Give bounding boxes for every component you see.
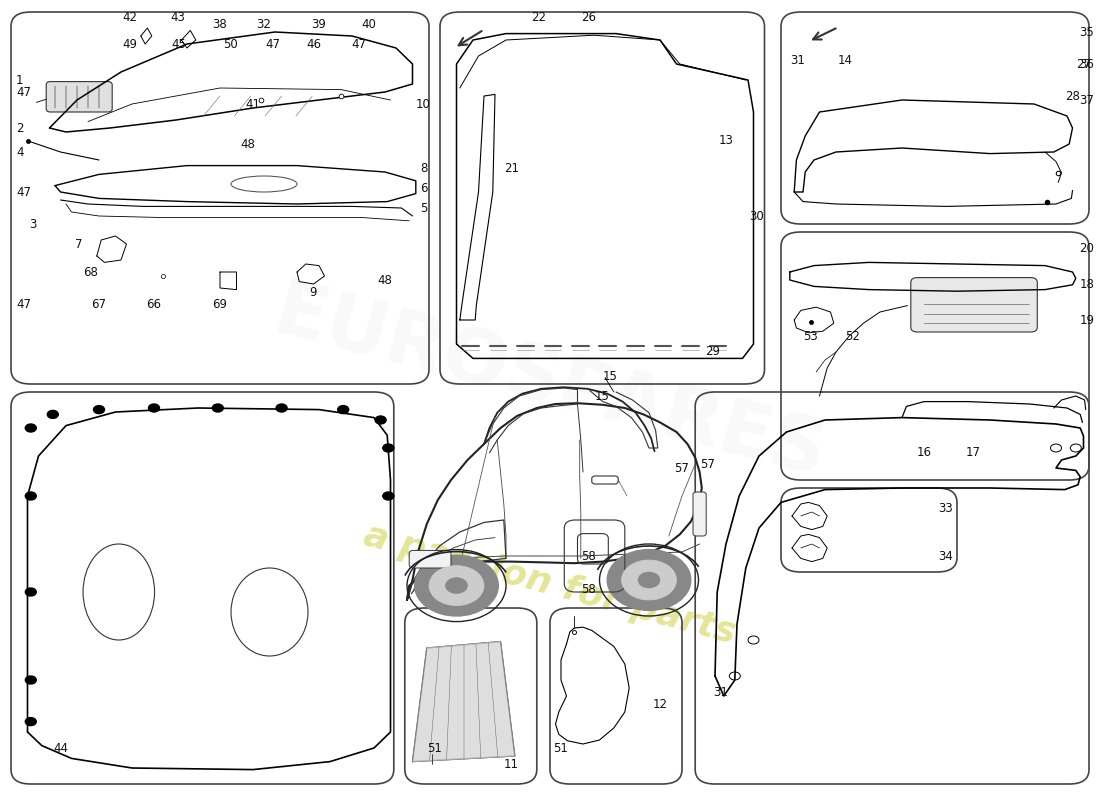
Text: 69: 69 <box>212 298 228 310</box>
Text: 53: 53 <box>803 330 818 342</box>
Text: 20: 20 <box>1079 242 1094 254</box>
Text: 12: 12 <box>652 698 668 710</box>
Circle shape <box>25 424 36 432</box>
Text: 34: 34 <box>938 550 954 562</box>
Text: 3: 3 <box>30 218 36 230</box>
Circle shape <box>276 404 287 412</box>
Text: 8: 8 <box>420 162 427 174</box>
Text: 47: 47 <box>16 298 32 310</box>
Circle shape <box>25 718 36 726</box>
Text: 51: 51 <box>553 742 569 754</box>
Text: 48: 48 <box>377 274 393 286</box>
Circle shape <box>607 550 691 610</box>
Text: 21: 21 <box>504 162 519 174</box>
Text: 7: 7 <box>76 238 82 250</box>
Text: 6: 6 <box>420 182 427 194</box>
Text: 51: 51 <box>427 742 442 754</box>
Text: 4: 4 <box>16 146 23 158</box>
Text: 29: 29 <box>705 346 720 358</box>
Text: 47: 47 <box>16 86 32 98</box>
Circle shape <box>25 588 36 596</box>
Text: 35: 35 <box>1079 26 1094 38</box>
Text: 57: 57 <box>700 458 715 470</box>
Text: 41: 41 <box>245 98 261 110</box>
Circle shape <box>338 406 349 414</box>
Text: 58: 58 <box>581 550 596 562</box>
Text: 16: 16 <box>916 446 932 458</box>
Text: 15: 15 <box>603 370 618 382</box>
Text: 68: 68 <box>82 266 98 278</box>
Text: 2: 2 <box>16 122 23 134</box>
Text: 30: 30 <box>749 210 764 222</box>
Text: 45: 45 <box>172 38 187 50</box>
Text: 10: 10 <box>416 98 431 110</box>
Text: 31: 31 <box>713 686 728 698</box>
Text: 32: 32 <box>256 18 272 30</box>
Text: 22: 22 <box>531 11 547 24</box>
Circle shape <box>25 676 36 684</box>
Polygon shape <box>412 642 515 762</box>
Text: 46: 46 <box>306 38 321 50</box>
Text: 67: 67 <box>91 298 107 310</box>
Text: 17: 17 <box>966 446 981 458</box>
Text: 5: 5 <box>420 202 427 214</box>
Text: 58: 58 <box>581 583 596 596</box>
FancyBboxPatch shape <box>46 82 112 112</box>
Text: 40: 40 <box>361 18 376 30</box>
Text: 43: 43 <box>170 11 186 24</box>
Text: 38: 38 <box>212 18 228 30</box>
Text: 48: 48 <box>240 138 255 150</box>
Circle shape <box>375 416 386 424</box>
Circle shape <box>383 492 394 500</box>
Text: 66: 66 <box>146 298 162 310</box>
Circle shape <box>383 444 394 452</box>
Text: 47: 47 <box>351 38 366 50</box>
Text: 50: 50 <box>223 38 239 50</box>
Text: 11: 11 <box>504 758 519 770</box>
Text: 14: 14 <box>837 54 852 66</box>
FancyBboxPatch shape <box>409 550 451 568</box>
Text: a passion for parts: a passion for parts <box>360 518 740 650</box>
Text: 52: 52 <box>845 330 860 342</box>
Circle shape <box>94 406 104 414</box>
Circle shape <box>212 404 223 412</box>
Text: 33: 33 <box>938 502 954 514</box>
Circle shape <box>621 560 676 600</box>
Text: 31: 31 <box>790 54 805 66</box>
Text: 18: 18 <box>1079 278 1094 290</box>
Text: 13: 13 <box>718 134 734 146</box>
Text: 49: 49 <box>122 38 138 50</box>
Text: EUROSPARES: EUROSPARES <box>266 275 834 493</box>
FancyBboxPatch shape <box>911 278 1037 332</box>
Text: 39: 39 <box>311 18 327 30</box>
Text: 57: 57 <box>674 462 690 474</box>
Text: 9: 9 <box>310 286 317 298</box>
Text: 19: 19 <box>1079 314 1094 326</box>
Text: 15: 15 <box>594 390 609 402</box>
Circle shape <box>148 404 159 412</box>
Circle shape <box>638 572 660 588</box>
Text: 47: 47 <box>265 38 280 50</box>
Text: 44: 44 <box>53 742 68 754</box>
Circle shape <box>429 566 484 606</box>
Text: 37: 37 <box>1079 94 1094 106</box>
Circle shape <box>415 555 498 616</box>
Circle shape <box>25 492 36 500</box>
Text: 26: 26 <box>581 11 596 24</box>
Text: 27: 27 <box>1076 58 1091 70</box>
Text: 1: 1 <box>16 74 23 86</box>
Circle shape <box>47 410 58 418</box>
Circle shape <box>446 578 468 594</box>
Text: 42: 42 <box>122 11 138 24</box>
FancyBboxPatch shape <box>693 492 706 536</box>
Text: 36: 36 <box>1079 58 1094 70</box>
Text: 28: 28 <box>1065 90 1080 102</box>
Text: 47: 47 <box>16 186 32 198</box>
